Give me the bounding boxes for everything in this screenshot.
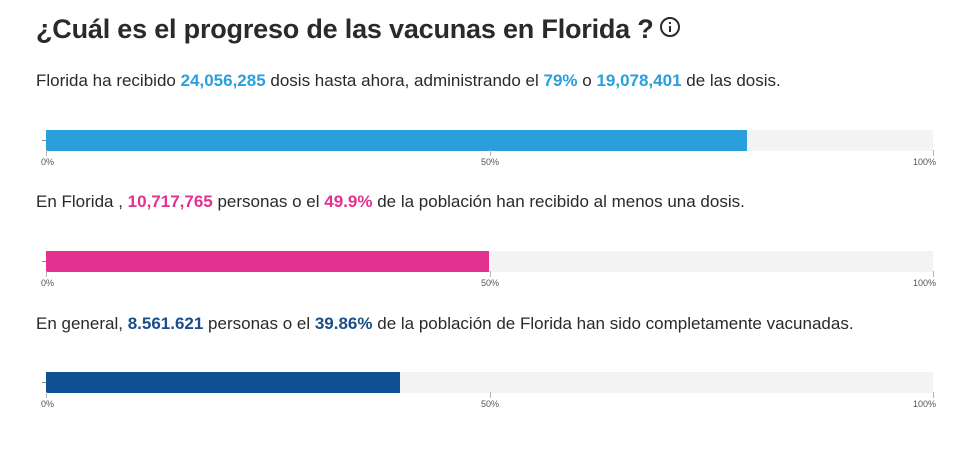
axis-tick — [933, 150, 934, 156]
sentence-fully-vaccinated: En general, 8.561.621 personas o el 39.8… — [36, 314, 854, 334]
axis-tick-label: 50% — [481, 399, 500, 409]
fully-text-3: de la población de Florida han sido comp… — [372, 314, 854, 333]
one-dose-text-2: personas o el — [212, 192, 325, 211]
fully-text-1: En general, — [36, 314, 128, 333]
doses-text-3: o — [577, 71, 597, 90]
doses-percent-value: 79% — [543, 71, 578, 90]
axis-tick — [490, 271, 491, 277]
axis-tick-label: 0% — [41, 399, 55, 409]
one-dose-people-value: 10,717,765 — [127, 192, 213, 211]
axis-tick-label: 100% — [913, 157, 937, 167]
one-dose-bar-fill — [46, 251, 489, 272]
axis-tick — [490, 392, 491, 398]
axis-tick — [933, 271, 934, 277]
axis-left-stub — [42, 261, 46, 262]
axis-tick — [933, 392, 934, 398]
doses-received-value: 24,056,285 — [180, 71, 266, 90]
axis-tick-label: 0% — [41, 157, 55, 167]
axis-tick-label: 50% — [481, 278, 500, 288]
fully-people-value: 8.561.621 — [127, 314, 204, 333]
fully-progress-bar — [46, 372, 933, 393]
axis-tick — [46, 392, 47, 398]
doses-bar-fill — [46, 130, 747, 151]
info-circle-icon[interactable] — [659, 16, 680, 37]
axis-tick-label: 100% — [913, 399, 937, 409]
one-dose-percent-value: 49.9% — [324, 192, 373, 211]
page-title-row: ¿Cuál es el progreso de las vacunas en F… — [36, 14, 680, 45]
axis-tick — [490, 150, 491, 156]
axis-left-stub — [42, 140, 46, 141]
axis-left-stub — [42, 382, 46, 383]
doses-administered-value: 19,078,401 — [596, 71, 682, 90]
axis-tick — [46, 150, 47, 156]
doses-text-4: de las dosis. — [681, 71, 781, 90]
page-title: ¿Cuál es el progreso de las vacunas en F… — [36, 14, 654, 44]
axis-tick-label: 50% — [481, 157, 500, 167]
doses-text-1: Florida ha recibido — [36, 71, 181, 90]
axis-tick-label: 100% — [913, 278, 937, 288]
axis-tick-label: 0% — [41, 278, 55, 288]
one-dose-text-3: de la población han recibido al menos un… — [372, 192, 745, 211]
sentence-one-dose: En Florida , 10,717,765 personas o el 49… — [36, 192, 745, 212]
one-dose-text-1: En Florida , — [36, 192, 128, 211]
sentence-doses: Florida ha recibido 24,056,285 dosis has… — [36, 71, 781, 91]
one-dose-progress-bar — [46, 251, 933, 272]
doses-progress-bar — [46, 130, 933, 151]
fully-bar-fill — [46, 372, 400, 393]
doses-text-2: dosis hasta ahora, administrando el — [265, 71, 544, 90]
fully-percent-value: 39.86% — [314, 314, 373, 333]
axis-tick — [46, 271, 47, 277]
fully-text-2: personas o el — [203, 314, 315, 333]
